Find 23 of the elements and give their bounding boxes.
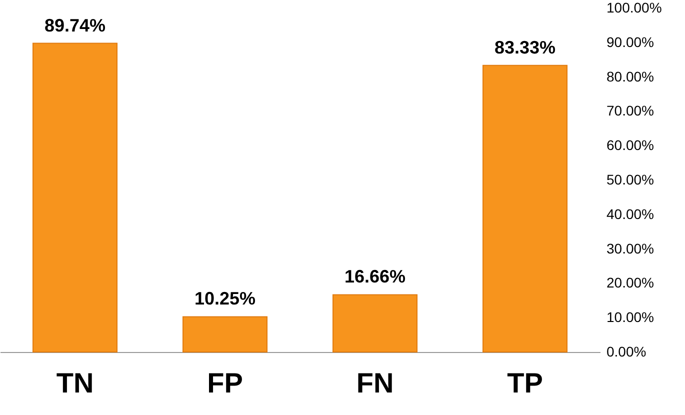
y-tick-label: 40.00% <box>606 206 654 222</box>
y-tick-label: 0.00% <box>606 344 646 360</box>
bar <box>182 316 268 352</box>
y-tick-label: 20.00% <box>606 274 654 291</box>
y-tick-label: 60.00% <box>606 137 654 154</box>
y-tick-label: 100.00% <box>606 0 662 16</box>
y-tick-label: 30.00% <box>606 240 654 256</box>
y-tick-label: 50.00% <box>606 172 654 188</box>
x-tick-label: TP <box>507 368 543 398</box>
x-tick-label: FP <box>207 368 243 398</box>
data-label: 10.25% <box>194 288 256 309</box>
y-tick-label: 90.00% <box>606 34 654 50</box>
data-label: 83.33% <box>494 37 556 58</box>
bar <box>482 64 568 352</box>
data-label: 16.66% <box>344 266 406 287</box>
y-tick-label: 70.00% <box>606 102 654 119</box>
bar <box>332 294 418 352</box>
x-tick-label: FN <box>356 368 394 398</box>
data-label: 89.74% <box>44 15 106 36</box>
y-tick-label: 80.00% <box>606 68 654 84</box>
bar <box>32 42 118 352</box>
x-tick-label: TN <box>56 368 94 398</box>
y-tick-label: 10.00% <box>606 309 654 326</box>
